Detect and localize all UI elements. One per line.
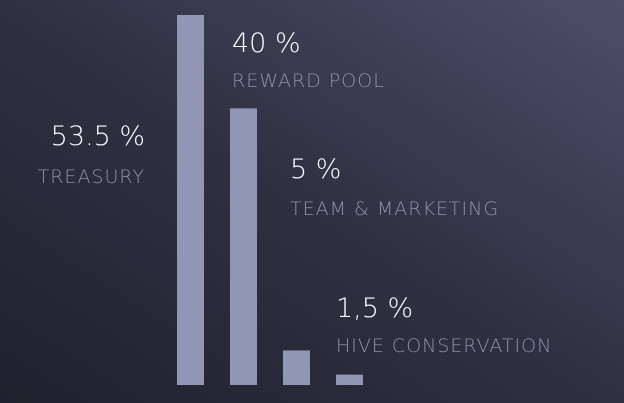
bar xyxy=(230,108,257,385)
value-label: 40 % xyxy=(232,28,301,59)
category-label: TEAM & MARKETING xyxy=(290,198,499,220)
value-label: 5 % xyxy=(290,154,341,185)
bar xyxy=(177,15,204,385)
value-label: 53.5 % xyxy=(51,121,145,152)
category-label: HIVE CONSERVATION xyxy=(336,335,552,357)
value-label: 1,5 % xyxy=(336,293,413,324)
category-label: REWARD POOL xyxy=(232,70,385,92)
bar xyxy=(336,374,363,385)
category-label: TREASURY xyxy=(38,166,145,188)
bar xyxy=(283,350,310,385)
